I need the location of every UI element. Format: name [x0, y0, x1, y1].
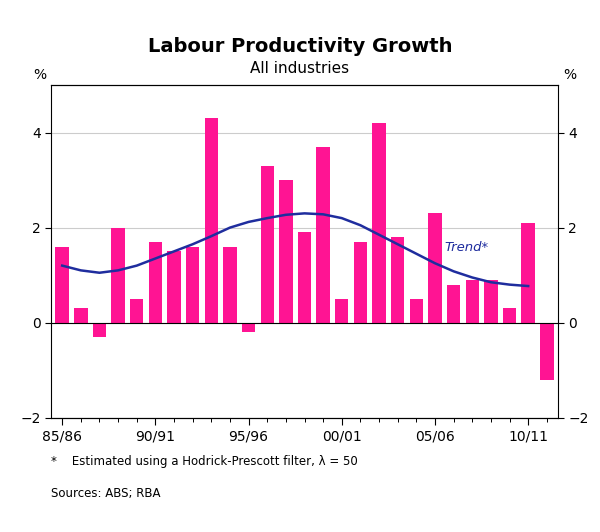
Bar: [316, 147, 330, 322]
Bar: [55, 247, 69, 322]
Bar: [93, 322, 106, 337]
Bar: [149, 242, 162, 322]
Bar: [354, 242, 367, 322]
Bar: [205, 119, 218, 322]
Bar: [130, 299, 143, 322]
Bar: [428, 213, 442, 322]
Text: Sources: ABS; RBA: Sources: ABS; RBA: [51, 487, 161, 500]
Text: %: %: [33, 68, 46, 82]
Text: Labour Productivity Growth: Labour Productivity Growth: [148, 37, 452, 56]
Bar: [521, 223, 535, 322]
Bar: [447, 285, 460, 322]
Text: %: %: [563, 68, 576, 82]
Bar: [167, 252, 181, 322]
Text: *    Estimated using a Hodrick-Prescott filter, λ = 50: * Estimated using a Hodrick-Prescott fil…: [51, 455, 358, 468]
Bar: [373, 123, 386, 322]
Bar: [466, 280, 479, 322]
Bar: [410, 299, 423, 322]
Bar: [112, 228, 125, 322]
Bar: [540, 322, 554, 380]
Text: Trend*: Trend*: [444, 241, 488, 254]
Text: All industries: All industries: [250, 61, 350, 76]
Bar: [484, 280, 497, 322]
Bar: [335, 299, 349, 322]
Bar: [74, 309, 88, 322]
Bar: [186, 247, 199, 322]
Bar: [391, 237, 404, 322]
Bar: [260, 166, 274, 322]
Bar: [503, 309, 516, 322]
Bar: [279, 180, 293, 322]
Bar: [298, 232, 311, 322]
Bar: [223, 247, 236, 322]
Bar: [242, 322, 255, 332]
